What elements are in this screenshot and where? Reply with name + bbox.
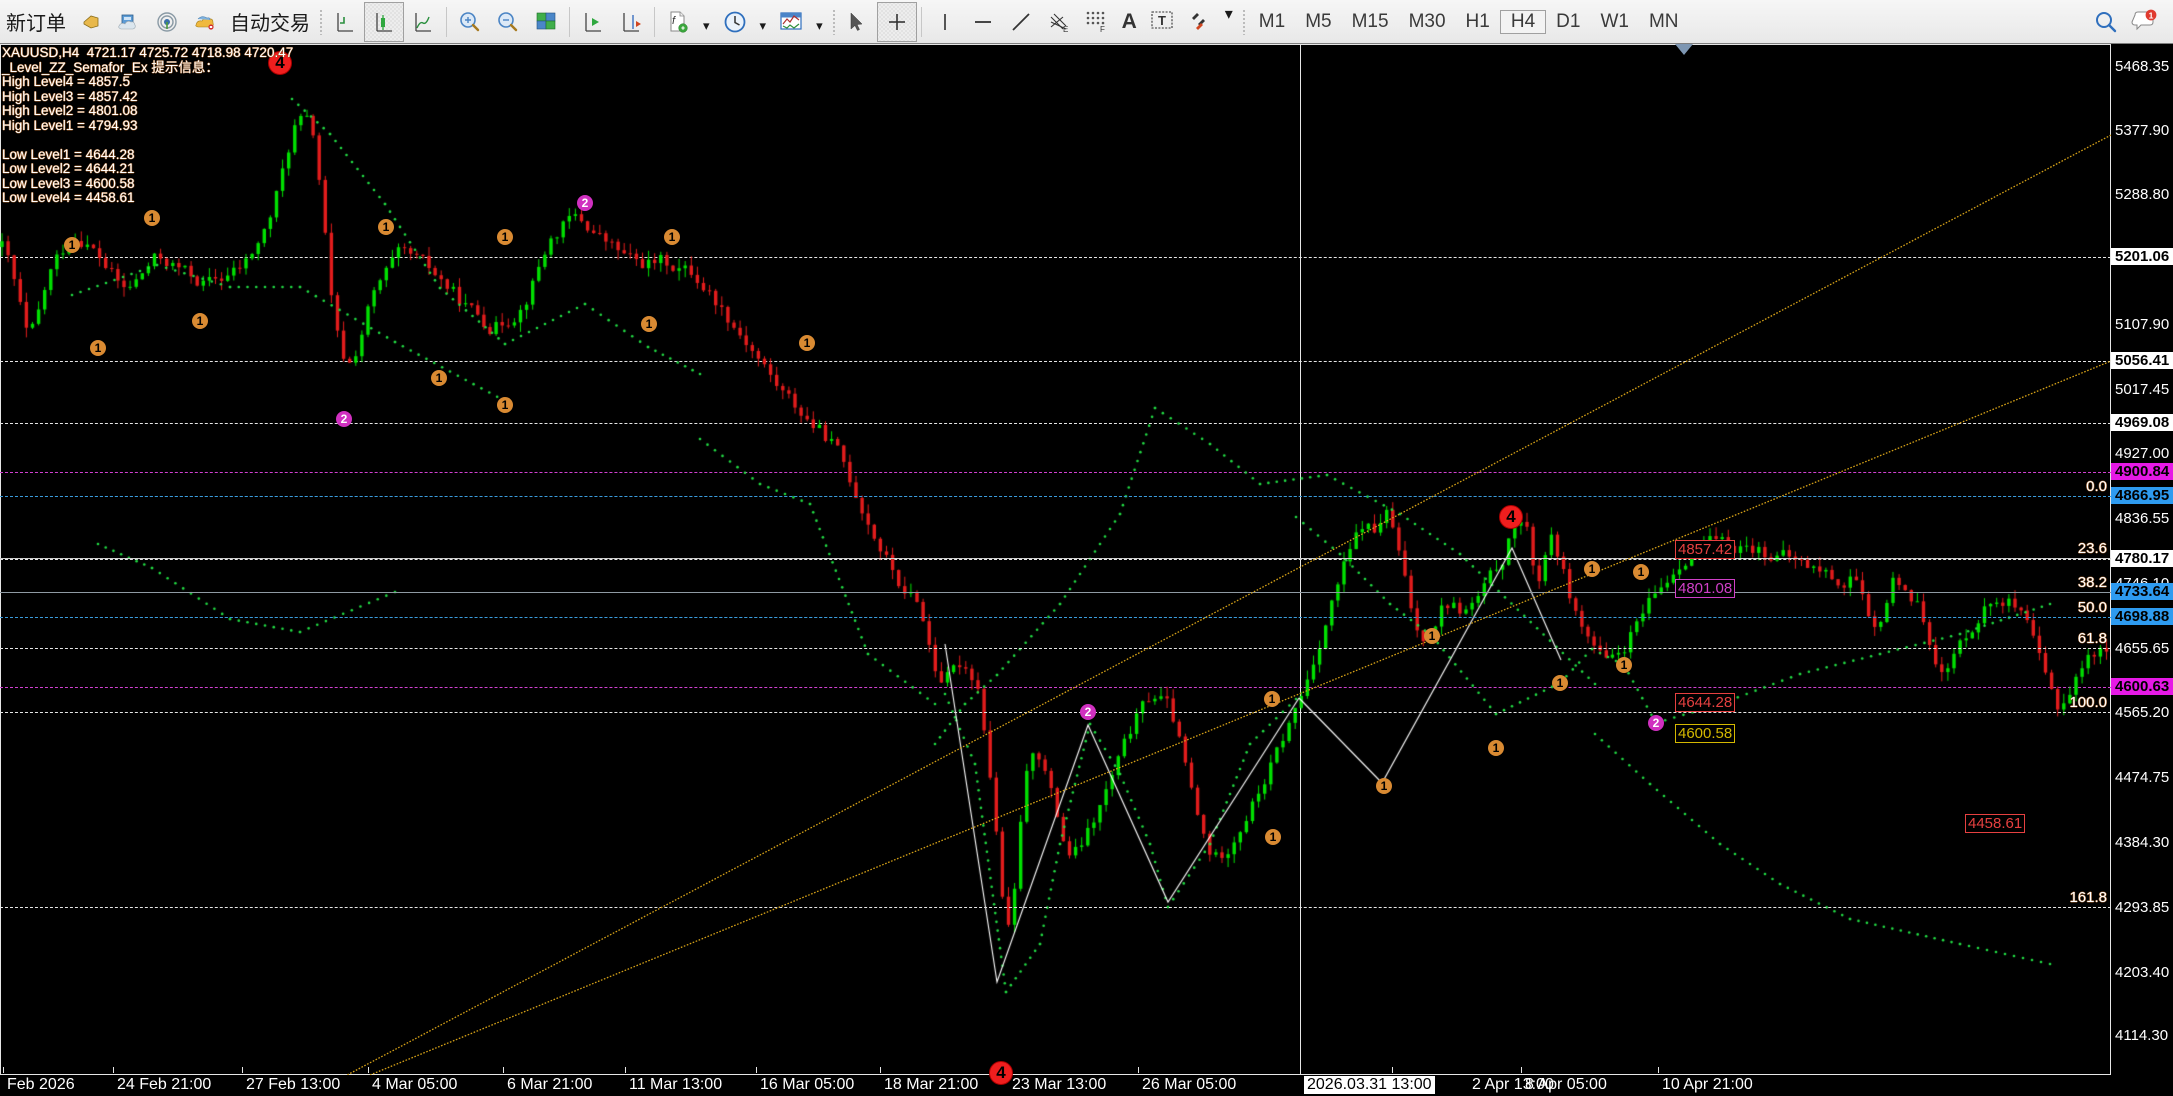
svg-text:T: T — [1158, 13, 1166, 28]
svg-text:E: E — [1063, 25, 1068, 34]
svg-text:1: 1 — [2149, 10, 2154, 20]
svg-text:F: F — [1100, 25, 1105, 34]
